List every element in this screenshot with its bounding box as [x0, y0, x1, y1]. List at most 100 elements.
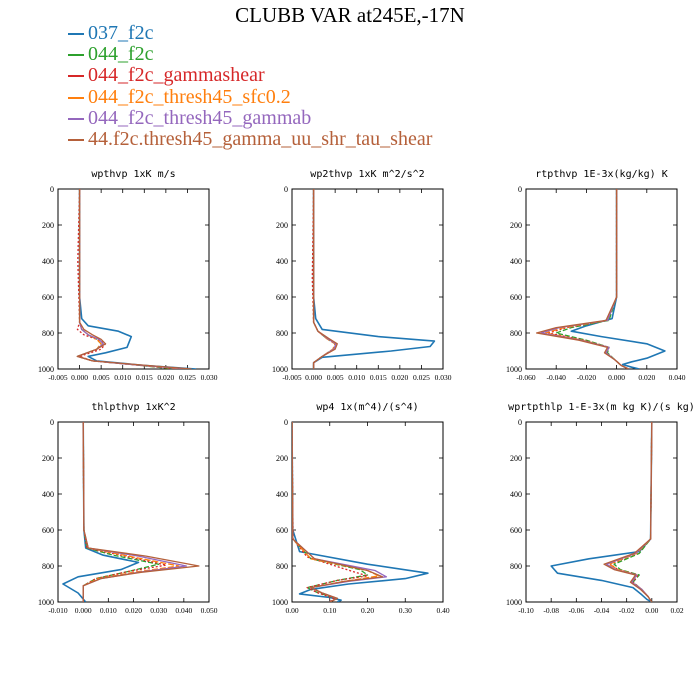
- x-tick-label: -0.04: [594, 606, 610, 615]
- x-tick-label: 0.020: [125, 606, 142, 615]
- panel-title: wprtpthlp 1-E-3x(m kg K)/(s kg): [508, 402, 695, 413]
- x-tick-label: -0.010: [48, 606, 68, 615]
- y-tick-label: 800: [276, 329, 288, 338]
- y-tick-label: 600: [510, 526, 522, 535]
- y-tick-label: 400: [510, 257, 522, 266]
- x-tick-label: -0.040: [547, 373, 567, 382]
- y-tick-label: 0: [284, 418, 288, 427]
- y-tick-label: 400: [276, 257, 288, 266]
- series-line-5: [76, 189, 188, 369]
- series-line-1: [570, 189, 666, 369]
- legend-label: 037_f2c: [88, 22, 154, 44]
- legend-line-swatch: [68, 33, 84, 35]
- y-tick-label: 400: [42, 490, 54, 499]
- x-tick-label: -0.02: [619, 606, 635, 615]
- legend-label: 044_f2c_gammashear: [88, 64, 265, 86]
- legend-label: 044_f2c_thresh45_sfc0.2: [88, 86, 291, 108]
- chart-panel: rtpthvp 1E-3x(kg/kg) K02004006008001000-…: [506, 169, 686, 382]
- y-tick-label: 600: [276, 526, 288, 535]
- x-tick-label: 0.000: [71, 373, 88, 382]
- legend-line-swatch: [68, 75, 84, 77]
- y-tick-label: 0: [50, 185, 54, 194]
- y-tick-label: 400: [276, 490, 288, 499]
- panel-title: wp4 1x(m^4)/(s^4): [316, 402, 418, 413]
- x-tick-label: 0.00: [645, 606, 658, 615]
- panel-title: wpthvp 1xK m/s: [91, 169, 175, 180]
- series-line-4: [312, 189, 336, 369]
- y-tick-label: 200: [510, 221, 522, 230]
- series-line-3: [609, 422, 653, 602]
- legend-line-swatch: [68, 54, 84, 56]
- figure-title: CLUBB VAR at245E,-17N: [235, 3, 465, 27]
- legend-label: 044_f2c: [88, 43, 154, 65]
- series-line-6: [535, 189, 629, 369]
- x-tick-label: 0.005: [327, 373, 344, 382]
- chart-panel: wp2thvp 1xK m^2/s^2 0 200 400 600 800 1000-0.0…: [272, 169, 452, 382]
- y-tick-label: 1000: [506, 598, 522, 607]
- panel-frame: [525, 421, 678, 603]
- x-tick-label: 0.020: [157, 373, 174, 382]
- series-line-1: [292, 422, 429, 602]
- panel-frame: [57, 188, 210, 370]
- y-tick-label: 0: [284, 185, 288, 194]
- legend-label: 44.f2c.thresh45_gamma_uu_shr_tau_shear: [88, 128, 433, 150]
- x-tick-label: 0.40: [436, 606, 449, 615]
- y-tick-label: 1000: [506, 365, 522, 374]
- series-line-3: [292, 422, 369, 602]
- panel-title: wp2thvp 1xK m^2/s^2: [310, 169, 424, 180]
- series-line-5: [82, 422, 187, 602]
- y-tick-label: 800: [510, 329, 522, 338]
- x-tick-label: 0.040: [175, 606, 192, 615]
- x-tick-label: 0.00: [285, 606, 298, 615]
- y-tick-label: 400: [42, 257, 54, 266]
- y-tick-label: 1000: [38, 365, 54, 374]
- x-tick-label: -0.005: [48, 373, 68, 382]
- series-line-6: [312, 189, 338, 369]
- y-tick-label: 1000: [38, 598, 54, 607]
- y-tick-label: 800: [42, 329, 54, 338]
- series-line-2: [292, 422, 369, 602]
- y-tick-label: 800: [510, 562, 522, 571]
- y-tick-label: 0: [50, 418, 54, 427]
- series-line-6: [603, 422, 653, 602]
- x-tick-label: 0.015: [370, 373, 387, 382]
- series-line-5: [292, 422, 388, 602]
- series-line-6: [82, 422, 200, 602]
- series-line-4: [76, 189, 184, 369]
- series-line-4: [292, 422, 380, 602]
- panel-frame: [57, 421, 210, 603]
- series-line-6: [76, 189, 192, 369]
- x-tick-label: -0.06: [569, 606, 585, 615]
- x-tick-label: 0.010: [100, 606, 117, 615]
- x-tick-label: -0.005: [282, 373, 302, 382]
- series-line-4: [82, 422, 180, 602]
- series-line-4: [608, 422, 653, 602]
- series-line-6: [292, 422, 384, 602]
- y-tick-label: 200: [42, 454, 54, 463]
- x-tick-label: 0.030: [150, 606, 167, 615]
- x-tick-label: -0.10: [518, 606, 534, 615]
- panel-title: thlpthvp 1xK^2: [91, 402, 175, 413]
- y-tick-label: 400: [510, 490, 522, 499]
- x-tick-label: 0.040: [669, 373, 686, 382]
- legend-line-swatch: [68, 139, 84, 141]
- x-tick-label: 0.010: [114, 373, 131, 382]
- x-tick-label: 0.015: [136, 373, 153, 382]
- legend-line-swatch: [68, 97, 84, 99]
- y-tick-label: 600: [42, 293, 54, 302]
- x-tick-label: 0.025: [413, 373, 430, 382]
- y-tick-label: 800: [276, 562, 288, 571]
- x-tick-label: 0.000: [305, 373, 322, 382]
- y-tick-label: 1000: [272, 598, 288, 607]
- y-tick-label: 600: [276, 293, 288, 302]
- x-tick-label: 0.000: [608, 373, 625, 382]
- y-tick-label: 200: [276, 454, 288, 463]
- series-line-2: [555, 189, 629, 369]
- x-tick-label: 0.20: [361, 606, 374, 615]
- x-tick-label: 0.030: [201, 373, 218, 382]
- series-line-3: [76, 189, 179, 369]
- y-tick-label: 0: [518, 185, 522, 194]
